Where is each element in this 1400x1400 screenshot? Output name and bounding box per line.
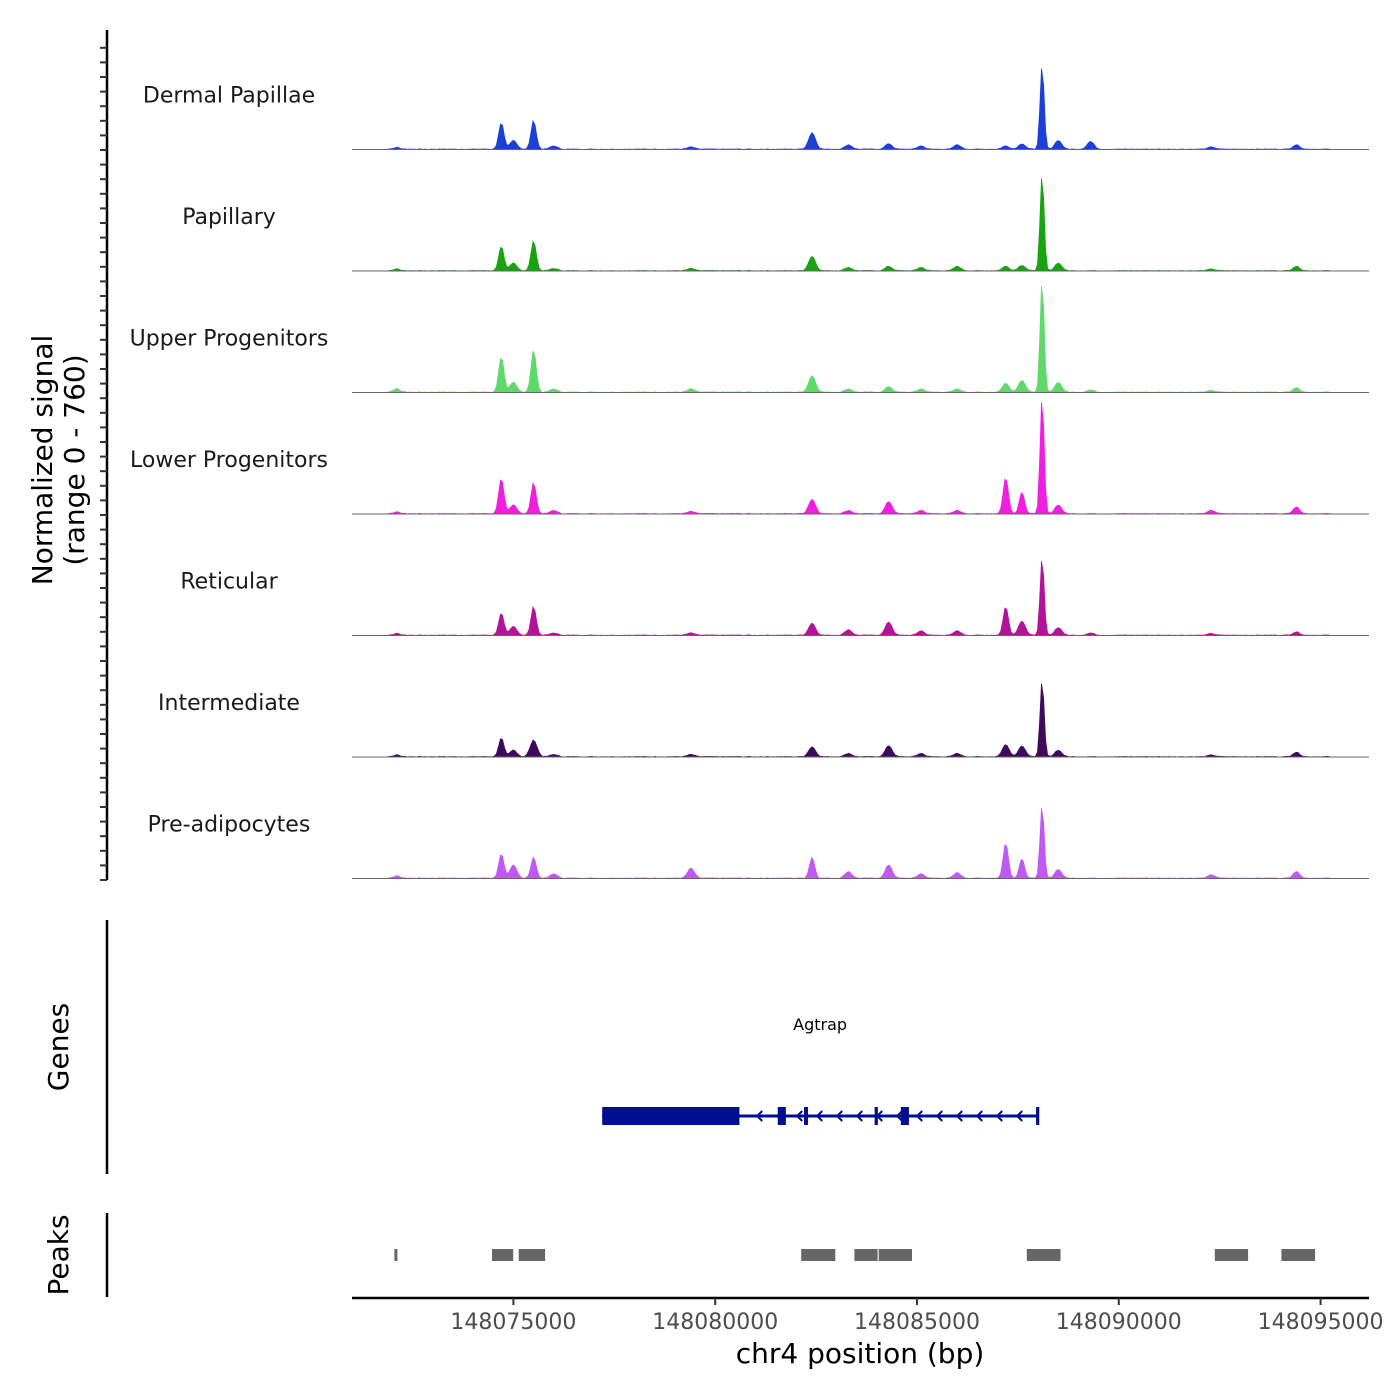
strand-arrow: [915, 1110, 923, 1122]
signal-area: [352, 68, 1369, 150]
strand-arrow: [995, 1110, 1003, 1122]
x-tick-label: 148080000: [652, 1310, 778, 1335]
peak-region: [854, 1249, 878, 1261]
x-tick-label: 148085000: [854, 1310, 980, 1335]
strand-arrow: [895, 1110, 903, 1122]
signal-axis-title: Normalized signal (range 0 - 760): [26, 335, 91, 586]
genes-track-title: Genes: [42, 1003, 75, 1091]
peak-region: [518, 1249, 546, 1261]
strand-arrow: [755, 1110, 763, 1122]
x-axis-title: chr4 position (bp): [736, 1337, 985, 1370]
peak-region: [1026, 1249, 1061, 1261]
peak-region: [394, 1249, 398, 1261]
track-upper-progenitors: Upper Progenitors: [130, 286, 1369, 393]
signal-area: [352, 178, 1369, 272]
signal-area: [352, 560, 1369, 636]
x-tick-label: 148090000: [1056, 1310, 1182, 1335]
signal-area: [352, 808, 1369, 879]
gene-exon: [777, 1107, 786, 1125]
track-label: Reticular: [180, 570, 278, 595]
signal-area: [352, 286, 1369, 393]
signal-area: [352, 402, 1369, 515]
peak-region: [878, 1249, 912, 1261]
gene-exon: [804, 1107, 809, 1125]
track-label: Pre-adipocytes: [148, 813, 311, 838]
signal-axis-ticks: [100, 46, 107, 881]
signal-tracks: Dermal Papillae Papillary Upper Progenitor…: [130, 68, 1369, 879]
strand-arrow: [835, 1110, 843, 1122]
peak-region: [1214, 1249, 1249, 1261]
strand-arrow: [935, 1110, 943, 1122]
peaks-track: [394, 1249, 1316, 1261]
signal-axis-title-line1: Normalized signal: [26, 335, 59, 586]
strand-arrow: [955, 1110, 963, 1122]
track-label: Dermal Papillae: [143, 84, 315, 109]
gene-utr-block: [602, 1107, 740, 1125]
signal-axis-title-line2: (range 0 - 760): [58, 354, 91, 565]
strand-arrow: [815, 1110, 823, 1122]
x-axis-ticks: 148075000 148080000 148085000 148090000 1480…: [450, 1298, 1384, 1335]
genes-track: Agtrap: [602, 1015, 1040, 1125]
strand-arrow: [875, 1110, 883, 1122]
strand-arrow: [855, 1110, 863, 1122]
gene-exon: [1036, 1107, 1040, 1125]
gene-label: Agtrap: [793, 1015, 847, 1034]
x-tick-label: 148075000: [450, 1310, 576, 1335]
strand-arrow: [975, 1110, 983, 1122]
track-dermal-papillae: Dermal Papillae: [143, 68, 1369, 150]
peak-region: [492, 1249, 514, 1261]
track-label: Lower Progenitors: [130, 448, 328, 473]
track-intermediate: Intermediate: [158, 683, 1369, 758]
peak-region: [801, 1249, 836, 1261]
track-label: Upper Progenitors: [130, 327, 329, 352]
strand-arrow: [1015, 1110, 1023, 1122]
track-label: Papillary: [182, 205, 276, 230]
peaks-track-title: Peaks: [42, 1214, 75, 1295]
x-tick-label: 148095000: [1258, 1310, 1384, 1335]
strand-arrow: [775, 1110, 783, 1122]
track-papillary: Papillary: [182, 178, 1369, 272]
track-lower-progenitors: Lower Progenitors: [130, 402, 1369, 515]
track-reticular: Reticular: [180, 560, 1369, 636]
track-label: Intermediate: [158, 691, 300, 716]
peak-region: [1281, 1249, 1316, 1261]
track-pre-adipocytes: Pre-adipocytes: [148, 808, 1369, 879]
strand-arrow: [795, 1110, 803, 1122]
gene-exon: [900, 1107, 909, 1125]
signal-area: [352, 683, 1369, 758]
